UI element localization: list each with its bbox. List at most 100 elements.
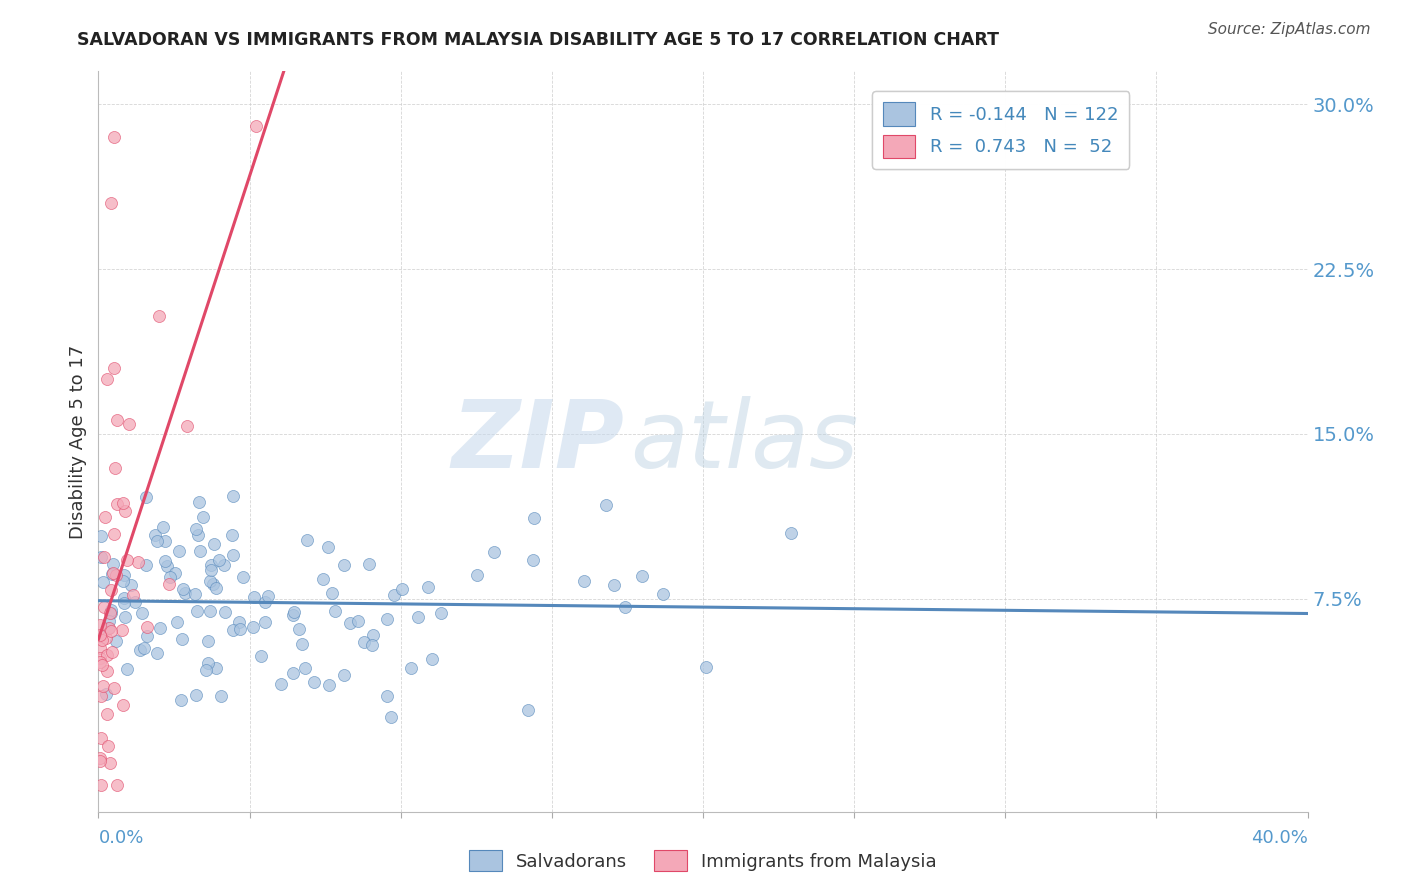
Point: [295, 533, 318, 548]
Point: [146, 647, 169, 661]
Point: [89, 628, 111, 642]
Point: [517, 703, 540, 717]
Point: [245, 119, 267, 133]
Point: [242, 590, 264, 604]
Point: [111, 623, 134, 637]
Legend: Salvadorans, Immigrants from Malaysia: Salvadorans, Immigrants from Malaysia: [463, 843, 943, 879]
Point: [100, 644, 122, 658]
Point: [89, 618, 111, 632]
Point: [200, 563, 222, 577]
Point: [311, 572, 333, 586]
Point: [159, 570, 181, 584]
Point: [90, 778, 112, 792]
Point: [94, 510, 117, 524]
Point: [90, 658, 112, 673]
Point: [89, 655, 111, 669]
Point: [163, 566, 186, 580]
Point: [90, 731, 112, 746]
Point: [209, 689, 232, 703]
Point: [208, 552, 231, 566]
Point: [100, 606, 122, 620]
Point: [391, 582, 413, 597]
Point: [484, 545, 506, 559]
Point: [155, 533, 177, 548]
Point: [157, 576, 180, 591]
Point: [120, 578, 142, 592]
Point: [170, 693, 193, 707]
Point: [651, 587, 673, 601]
Point: [232, 570, 254, 584]
Point: [288, 622, 311, 636]
Point: [418, 580, 440, 594]
Point: [339, 615, 361, 630]
Point: [98, 756, 121, 770]
Point: [155, 554, 177, 568]
Point: [429, 606, 451, 620]
Point: [101, 566, 124, 581]
Point: [103, 527, 125, 541]
Point: [222, 489, 245, 503]
Point: [201, 577, 224, 591]
Point: [91, 632, 114, 647]
Point: [353, 635, 375, 649]
Point: [222, 623, 245, 637]
Point: [197, 656, 219, 670]
Point: [112, 698, 135, 712]
Point: [283, 665, 305, 680]
Point: [104, 460, 127, 475]
Point: [228, 615, 250, 629]
Point: [523, 511, 546, 525]
Point: [188, 543, 211, 558]
Point: [221, 527, 243, 541]
Point: [100, 583, 122, 598]
Point: [186, 604, 208, 618]
Point: [172, 632, 194, 646]
Point: [90, 689, 112, 703]
Point: [94, 687, 117, 701]
Point: [321, 586, 343, 600]
Point: [631, 569, 654, 583]
Point: [291, 637, 314, 651]
Point: [100, 196, 122, 211]
Point: [100, 603, 122, 617]
Point: [96, 665, 118, 679]
Point: [104, 568, 127, 582]
Point: [100, 624, 122, 639]
Point: [214, 605, 236, 619]
Point: [212, 558, 235, 573]
Point: [148, 310, 170, 324]
Point: [200, 574, 222, 588]
Point: [118, 417, 141, 431]
Point: [253, 595, 276, 609]
Point: [105, 413, 128, 427]
Point: [152, 519, 174, 533]
Point: [332, 558, 354, 572]
Point: [522, 553, 544, 567]
Point: [101, 557, 124, 571]
Point: [156, 559, 179, 574]
Point: [91, 679, 114, 693]
Point: [136, 629, 159, 643]
Point: [97, 739, 120, 754]
Point: [294, 660, 316, 674]
Point: [90, 550, 112, 565]
Point: [361, 628, 384, 642]
Point: [135, 491, 157, 505]
Point: [382, 588, 405, 602]
Point: [112, 574, 135, 588]
Point: [281, 607, 304, 622]
Point: [172, 582, 194, 596]
Point: [90, 529, 112, 543]
Point: [112, 596, 135, 610]
Y-axis label: Disability Age 5 to 17: Disability Age 5 to 17: [69, 344, 87, 539]
Point: [270, 677, 292, 691]
Point: [129, 643, 152, 657]
Text: 0.0%: 0.0%: [98, 830, 143, 847]
Point: [188, 494, 211, 508]
Text: atlas: atlas: [630, 396, 859, 487]
Point: [380, 710, 402, 724]
Point: [114, 609, 136, 624]
Point: [146, 534, 169, 549]
Point: [112, 496, 135, 510]
Point: [779, 526, 801, 541]
